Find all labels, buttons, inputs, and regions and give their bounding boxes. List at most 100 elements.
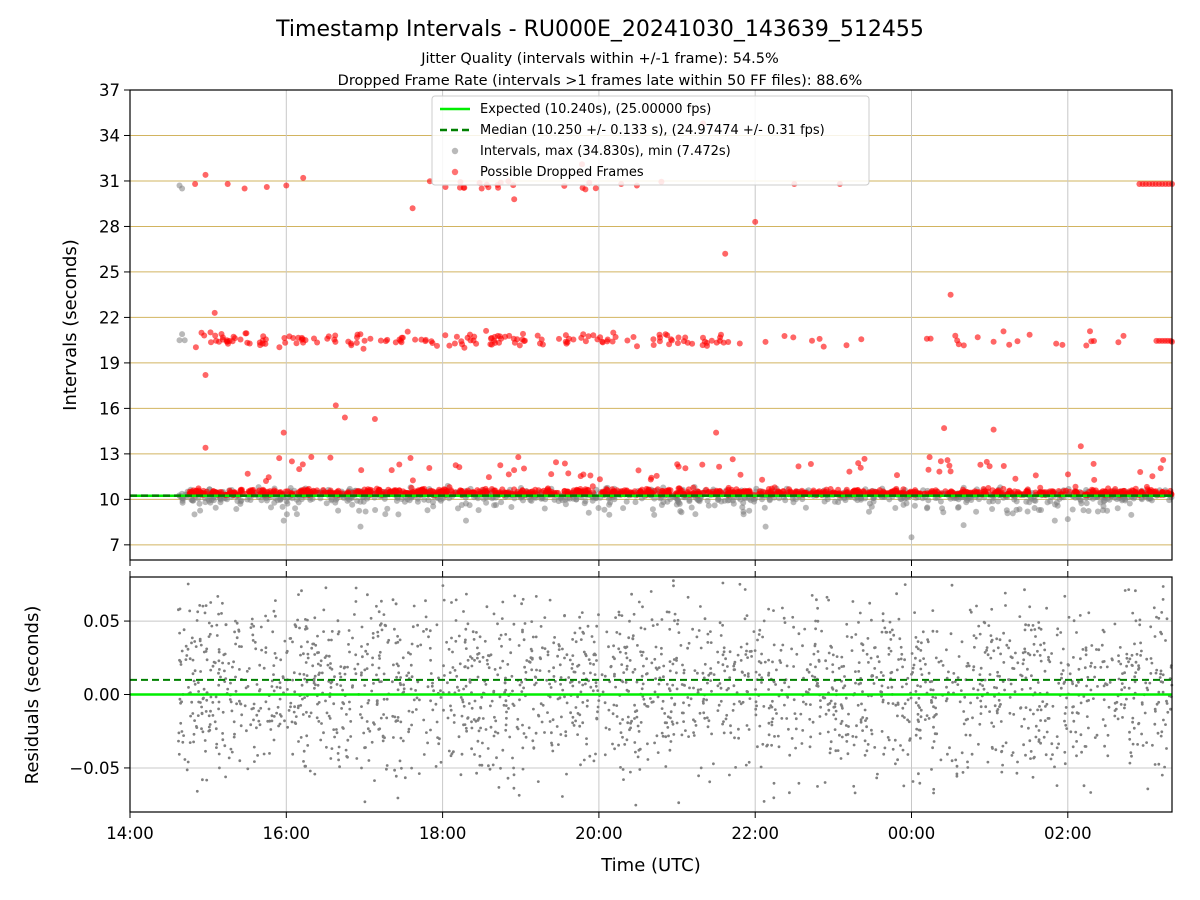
residual-point	[478, 763, 482, 767]
residual-point	[253, 760, 256, 763]
residual-point	[209, 695, 213, 699]
residual-point	[911, 780, 915, 783]
residual-point	[785, 717, 789, 720]
dropped-frame-point	[1087, 328, 1093, 335]
residual-point	[732, 668, 736, 672]
interval-point	[401, 498, 408, 505]
residual-point	[1089, 688, 1093, 692]
residual-point	[192, 740, 196, 744]
residual-point	[837, 666, 841, 670]
residual-point	[452, 750, 455, 754]
residual-point	[834, 717, 838, 721]
residual-point	[217, 659, 221, 663]
residual-point	[1106, 754, 1110, 758]
residual-point	[976, 688, 980, 692]
residual-point	[851, 735, 855, 738]
residual-point	[495, 756, 498, 760]
residual-point	[1012, 713, 1016, 716]
residual-point	[511, 756, 514, 760]
residual-point	[824, 712, 828, 716]
residual-point	[969, 610, 973, 614]
residual-point	[636, 724, 640, 728]
residual-point	[528, 660, 532, 664]
residual-point	[211, 714, 215, 717]
residual-point	[991, 747, 994, 750]
residual-point	[494, 730, 497, 734]
residual-point	[708, 780, 712, 784]
residual-point	[868, 601, 872, 605]
residual-point	[355, 757, 359, 760]
residual-point	[1067, 615, 1071, 619]
residual-point	[548, 598, 552, 602]
dropped-frame-point	[635, 467, 642, 474]
residual-point	[1007, 646, 1010, 650]
dropped-frame-point	[682, 465, 689, 472]
residual-point	[442, 708, 445, 712]
residual-point	[1156, 731, 1160, 735]
residual-point	[924, 662, 927, 666]
residual-point	[427, 635, 430, 639]
residual-point	[1034, 724, 1038, 728]
residual-point	[200, 705, 204, 709]
residual-point	[513, 594, 517, 598]
residual-point	[297, 740, 300, 743]
residuals-ytick-label: −0.05	[69, 759, 120, 778]
residual-point	[718, 682, 722, 685]
dropped-frame-point	[1090, 460, 1097, 467]
residual-point	[945, 648, 948, 652]
residual-point	[466, 658, 470, 662]
residual-point	[733, 736, 736, 740]
residual-point	[827, 651, 831, 655]
residual-point	[809, 703, 812, 706]
residual-point	[895, 592, 898, 596]
dropped-frame-point	[795, 463, 802, 470]
residual-point	[238, 699, 241, 703]
residual-point	[736, 653, 740, 657]
residual-point	[1136, 743, 1139, 746]
residual-point	[1159, 734, 1163, 738]
residual-point	[1062, 682, 1066, 685]
dropped-frame-point	[597, 334, 604, 341]
dropped-frame-point	[843, 342, 850, 349]
interval-point	[564, 495, 571, 502]
residual-point	[431, 681, 434, 685]
residual-point	[193, 719, 197, 722]
residual-point	[332, 702, 336, 706]
residual-point	[304, 618, 307, 621]
residual-point	[709, 641, 713, 644]
residual-point	[1104, 682, 1107, 686]
residual-point	[1140, 732, 1143, 736]
residual-point	[633, 717, 636, 720]
residual-point	[521, 630, 524, 634]
residual-point	[1129, 751, 1133, 754]
residual-point	[1123, 589, 1127, 592]
residual-point	[1125, 664, 1128, 668]
residual-point	[1140, 649, 1143, 653]
residual-point	[422, 630, 425, 633]
dropped-frame-point	[325, 333, 332, 340]
residual-point	[754, 688, 757, 691]
residual-point	[255, 683, 259, 686]
residual-point	[684, 729, 687, 732]
dropped-frame-point	[532, 489, 538, 496]
residual-point	[422, 718, 426, 722]
residual-point	[452, 713, 456, 717]
interval-point	[233, 506, 240, 512]
residual-point	[989, 656, 993, 660]
legend-intervals-label: Intervals, max (34.830s), min (7.472s)	[480, 144, 731, 159]
residual-point	[294, 624, 298, 628]
residual-point	[613, 657, 616, 661]
residual-point	[272, 664, 276, 667]
residual-point	[344, 748, 348, 752]
residual-point	[724, 657, 727, 661]
residual-point	[363, 800, 367, 804]
residual-point	[681, 663, 684, 667]
residual-point	[646, 758, 650, 761]
residual-point	[919, 649, 923, 652]
residual-point	[822, 696, 825, 700]
residual-point	[447, 749, 451, 753]
interval-point	[1013, 506, 1020, 513]
residual-point	[1065, 727, 1069, 730]
residual-point	[217, 700, 221, 704]
interval-point	[463, 517, 469, 524]
